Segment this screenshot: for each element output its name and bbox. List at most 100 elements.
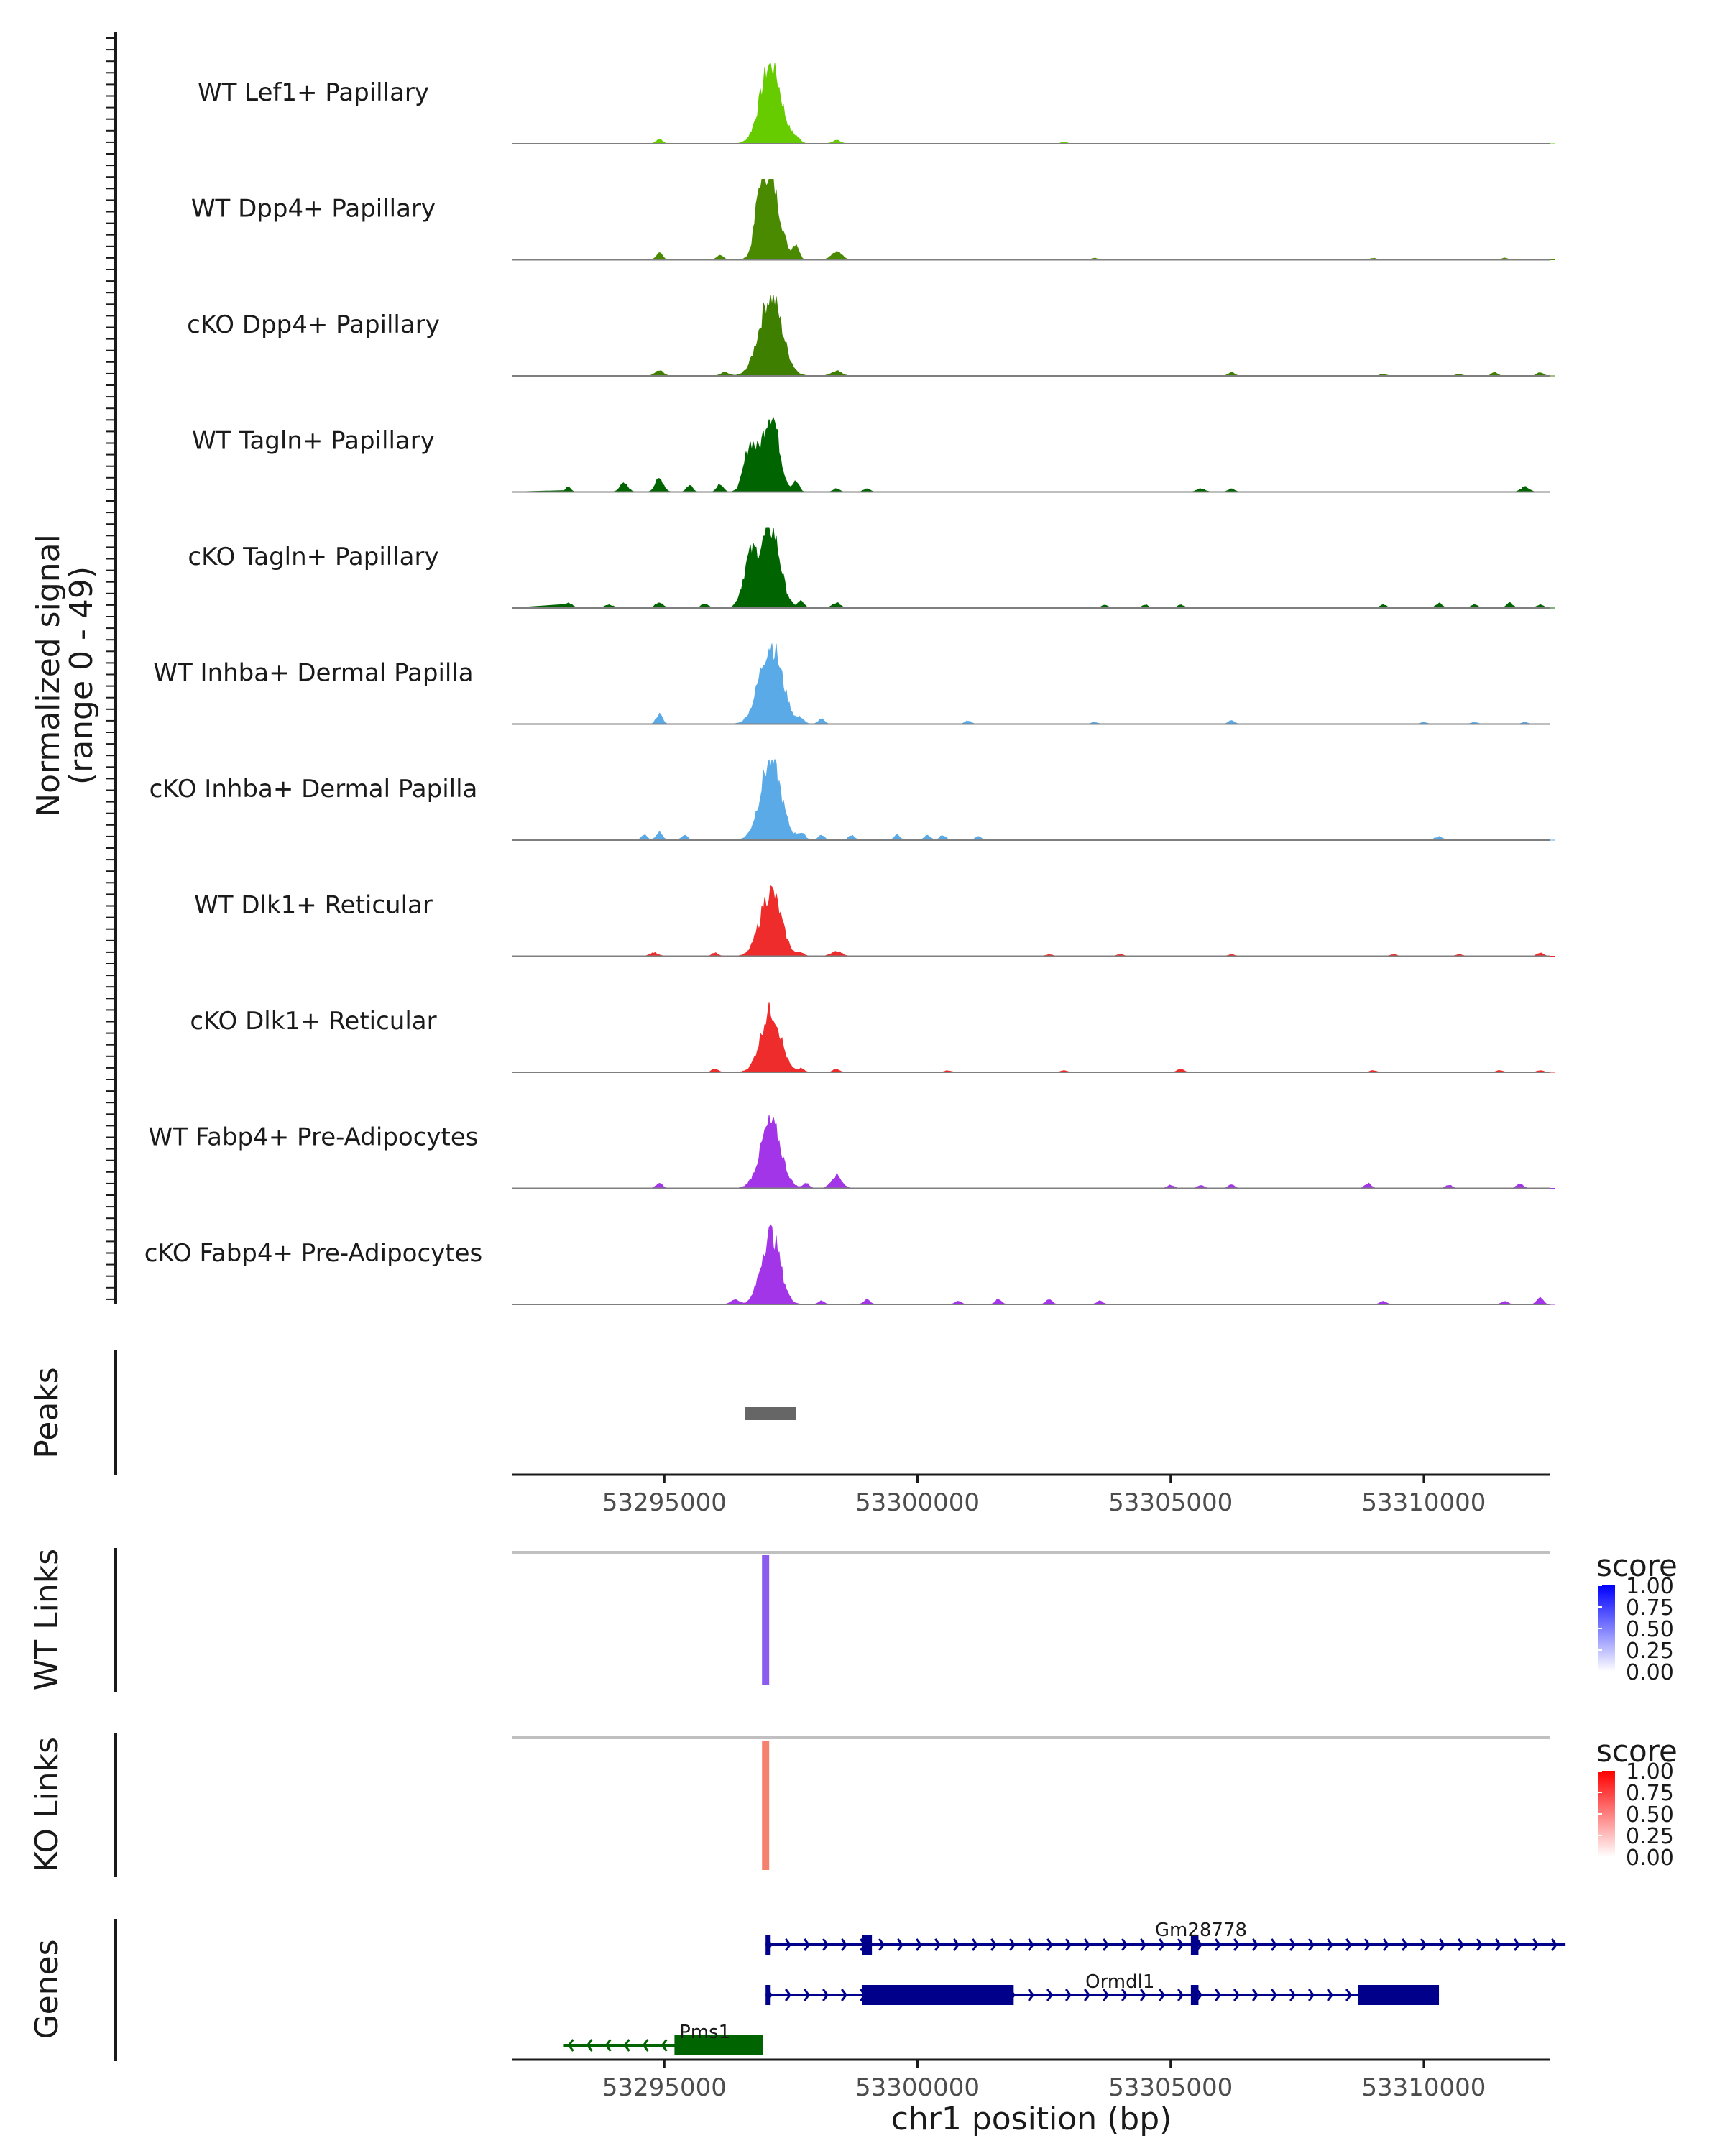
strand-arrow-icon	[971, 1938, 979, 1951]
strand-arrow-icon	[1307, 1989, 1315, 2001]
legend-tick-label: 1.00	[1626, 1574, 1674, 1599]
strand-arrow-icon	[1121, 1938, 1128, 1951]
track-label: cKO Dlk1+ Reticular	[190, 1007, 436, 1036]
track-label: cKO Inhba+ Dermal Papilla	[150, 775, 478, 803]
coverage-area	[512, 416, 1555, 492]
strand-arrow-icon	[642, 2039, 649, 2052]
genes-x-tick-label: 53295000	[602, 2073, 727, 2102]
strand-arrow-icon	[1532, 1938, 1540, 1951]
strand-arrow-icon	[952, 1938, 960, 1951]
strand-arrow-icon	[1363, 1938, 1371, 1951]
coverage-track: cKO Dpp4+ Papillary	[187, 295, 1555, 377]
strand-arrow-icon	[1046, 1938, 1054, 1951]
legend-tick-label: 0.25	[1626, 1824, 1674, 1849]
strand-arrow-icon	[1326, 1989, 1334, 2001]
coverage-track: WT Dpp4+ Papillary	[191, 179, 1555, 261]
gene-exon	[862, 1935, 873, 1955]
strand-arrow-icon	[784, 1938, 792, 1951]
coverage-area	[512, 885, 1555, 957]
coverage-area	[512, 527, 1555, 609]
gene-exon	[765, 1985, 771, 2005]
coverage-area	[512, 179, 1555, 260]
strand-arrow-icon	[1233, 1989, 1241, 2001]
strand-arrow-icon	[1494, 1938, 1502, 1951]
strand-arrow-icon	[822, 1938, 829, 1951]
peak-region	[745, 1407, 796, 1420]
peaks-x-tick-label: 53300000	[855, 1488, 980, 1517]
coverage-track: cKO Fabp4+ Pre-Adipocytes	[144, 1224, 1555, 1305]
genes-x-tick-label: 53305000	[1108, 2073, 1233, 2102]
coverage-area	[512, 643, 1555, 724]
strand-arrow-icon	[1139, 1938, 1147, 1951]
gene-exon	[1190, 1985, 1199, 2005]
coverage-area	[512, 62, 1555, 144]
strand-arrow-icon	[840, 1938, 848, 1951]
strand-arrow-icon	[1289, 1989, 1297, 2001]
strand-arrow-icon	[1476, 1938, 1484, 1951]
legend-tick-label: 1.00	[1626, 1759, 1674, 1784]
legend-title: score	[1596, 1733, 1678, 1769]
gene-name-label: Ormdl1	[1085, 1971, 1154, 1993]
strand-arrow-icon	[1513, 1938, 1521, 1951]
track-label: cKO Fabp4+ Pre-Adipocytes	[144, 1239, 483, 1268]
coverage-area	[512, 758, 1555, 841]
link-arc	[762, 1555, 770, 1685]
strand-arrow-icon	[990, 1938, 998, 1951]
strand-arrow-icon	[1251, 1938, 1259, 1951]
strand-arrow-icon	[803, 1938, 811, 1951]
coverage-track: WT Lef1+ Papillary	[198, 62, 1555, 144]
gene-exon	[1190, 1935, 1199, 1955]
legend-title: score	[1596, 1548, 1678, 1583]
gene-name-label: Pms1	[679, 2022, 730, 2043]
track-label: WT Dpp4+ Papillary	[191, 195, 436, 224]
strand-arrow-icon	[1158, 1989, 1166, 2001]
strand-arrow-icon	[1438, 1938, 1446, 1951]
strand-arrow-icon	[822, 1989, 829, 2001]
genes-track-title: Genes	[29, 1939, 65, 2039]
legend-tick-label: 0.75	[1626, 1595, 1674, 1621]
coverage-area	[512, 1115, 1555, 1189]
strand-arrow-icon	[1177, 1989, 1184, 2001]
peaks-track-title: Peaks	[29, 1367, 65, 1458]
gene-exon	[1358, 1985, 1440, 2005]
gene-model: Gm28778	[765, 1920, 1566, 1955]
strand-arrow-icon	[784, 1989, 792, 2001]
track-label: WT Tagln+ Papillary	[192, 427, 435, 456]
strand-arrow-icon	[604, 2039, 612, 2052]
coverage-track: cKO Dlk1+ Reticular	[190, 1002, 1555, 1073]
track-label: WT Lef1+ Papillary	[198, 78, 429, 107]
track-label: WT Fabp4+ Pre-Adipocytes	[149, 1123, 479, 1152]
track-label: WT Inhba+ Dermal Papilla	[153, 659, 473, 688]
strand-arrow-icon	[1083, 1938, 1091, 1951]
peaks-x-tick-label: 53305000	[1108, 1488, 1233, 1517]
strand-arrow-icon	[1326, 1938, 1334, 1951]
strand-arrow-icon	[1382, 1938, 1390, 1951]
strand-arrow-icon	[803, 1989, 811, 2001]
track-label: WT Dlk1+ Reticular	[194, 891, 433, 920]
coverage-track: WT Inhba+ Dermal Papilla	[153, 643, 1555, 725]
strand-arrow-icon	[567, 2039, 574, 2052]
strand-arrow-icon	[1307, 1938, 1315, 1951]
strand-arrow-icon	[1401, 1938, 1409, 1951]
strand-arrow-icon	[1420, 1938, 1427, 1951]
strand-arrow-icon	[1121, 1989, 1128, 2001]
genes-x-tick-label: 53300000	[855, 2073, 980, 2102]
peaks-x-tick-label: 53295000	[602, 1488, 727, 1517]
strand-arrow-icon	[1345, 1938, 1353, 1951]
strand-arrow-icon	[878, 1938, 886, 1951]
strand-arrow-icon	[1046, 1989, 1054, 2001]
strand-arrow-icon	[840, 1989, 848, 2001]
coverage-area	[512, 1224, 1555, 1305]
coverage-track: WT Tagln+ Papillary	[192, 416, 1555, 493]
strand-arrow-icon	[915, 1938, 923, 1951]
strand-arrow-icon	[1270, 1989, 1278, 2001]
genes-panel: Genes Gm28778 Ormdl1 Pms1 53295000 53300000 53…	[29, 1919, 1566, 2137]
strand-arrow-icon	[1064, 1989, 1072, 2001]
strand-arrow-icon	[623, 2039, 630, 2052]
gene-exon	[674, 2035, 763, 2055]
links-track-title: WT Links	[29, 1549, 65, 1690]
strand-arrow-icon	[1064, 1938, 1072, 1951]
strand-arrow-icon	[1233, 1938, 1241, 1951]
strand-arrow-icon	[1027, 1989, 1035, 2001]
